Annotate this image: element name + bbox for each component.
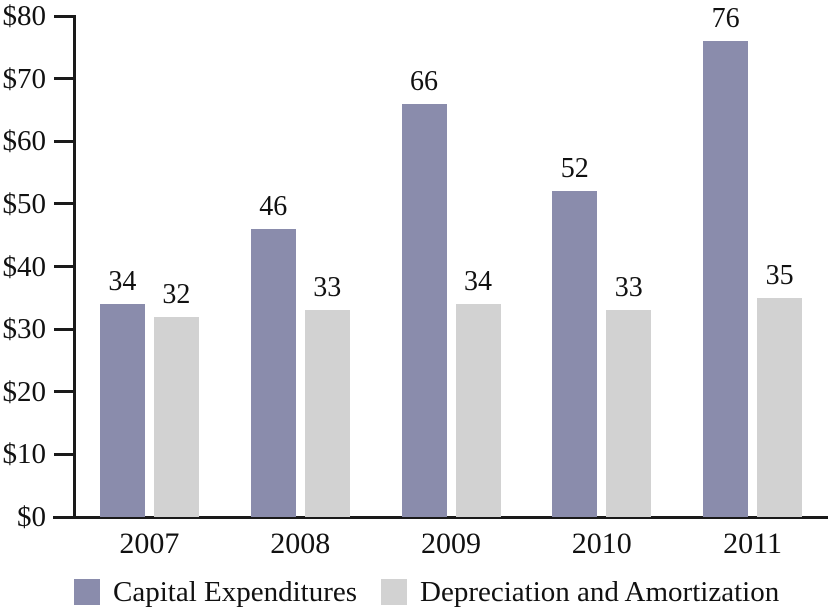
y-tick-label-80: $80 xyxy=(2,0,47,32)
x-axis-line xyxy=(53,516,828,519)
bar-depreciation-and-amortization-2008 xyxy=(304,310,350,517)
bar-depreciation-and-amortization-2009 xyxy=(455,304,501,517)
legend-swatch-capital-expenditures xyxy=(74,579,100,605)
y-tick-label-0: $0 xyxy=(17,501,46,533)
bar-value-capital-expenditures-2011: 76 xyxy=(711,3,740,35)
y-tick-70 xyxy=(54,77,74,81)
y-tick-60 xyxy=(54,139,74,143)
bar-value-capital-expenditures-2007: 34 xyxy=(108,266,137,298)
y-tick-20 xyxy=(54,390,74,394)
y-tick-label-40: $40 xyxy=(2,250,47,283)
y-tick-10 xyxy=(54,452,74,456)
bar-value-depreciation-and-amortization-2008: 33 xyxy=(313,272,342,304)
x-tick-label-2009: 2009 xyxy=(421,527,481,560)
y-axis-line xyxy=(73,15,76,519)
bar-capital-expenditures-2007 xyxy=(99,304,145,517)
y-tick-label-70: $70 xyxy=(2,62,47,95)
y-tick-label-30: $30 xyxy=(2,313,47,346)
y-tick-80 xyxy=(54,14,74,18)
legend-label-capital-expenditures: Capital Expenditures xyxy=(113,576,358,608)
legend-item-capital-expenditures: Capital Expenditures xyxy=(74,576,357,608)
y-tick-label-50: $50 xyxy=(2,187,47,220)
bar-value-depreciation-and-amortization-2009: 34 xyxy=(464,266,492,298)
x-tick-label-2007: 2007 xyxy=(119,527,180,560)
x-tick-label-2010: 2010 xyxy=(571,527,632,560)
bar-value-depreciation-and-amortization-2010: 33 xyxy=(614,272,643,304)
bar-depreciation-and-amortization-2007 xyxy=(153,316,199,517)
y-tick-label-10: $10 xyxy=(2,438,47,471)
x-tick-label-2008: 2008 xyxy=(270,527,331,560)
y-tick-40 xyxy=(54,265,74,268)
bar-depreciation-and-amortization-2010 xyxy=(606,310,652,517)
bar-depreciation-and-amortization-2011 xyxy=(757,297,803,517)
bar-capital-expenditures-2009 xyxy=(401,103,447,517)
x-tick-label-2011: 2011 xyxy=(723,527,783,560)
bar-value-capital-expenditures-2008: 46 xyxy=(259,190,288,222)
y-tick-label-20: $20 xyxy=(2,375,47,408)
legend-swatch-depreciation-and-amortization xyxy=(381,579,408,605)
bar-value-capital-expenditures-2010: 52 xyxy=(560,153,589,185)
y-tick-50 xyxy=(54,202,74,206)
bar-capital-expenditures-2011 xyxy=(703,41,749,517)
bar-capital-expenditures-2010 xyxy=(552,191,598,517)
legend-label-depreciation-and-amortization: Depreciation and Amortization xyxy=(420,576,780,608)
bar-value-depreciation-and-amortization-2011: 35 xyxy=(765,259,794,291)
bar-value-depreciation-and-amortization-2007: 32 xyxy=(162,278,191,310)
legend: Capital Expenditures Depreciation and Amo… xyxy=(74,576,779,608)
y-tick-label-60: $60 xyxy=(2,125,47,158)
legend-item-depreciation-and-amortization: Depreciation and Amortization xyxy=(381,576,779,608)
y-tick-30 xyxy=(54,327,74,331)
bar-value-capital-expenditures-2009: 66 xyxy=(410,65,438,97)
bar-capital-expenditures-2008 xyxy=(250,228,296,517)
